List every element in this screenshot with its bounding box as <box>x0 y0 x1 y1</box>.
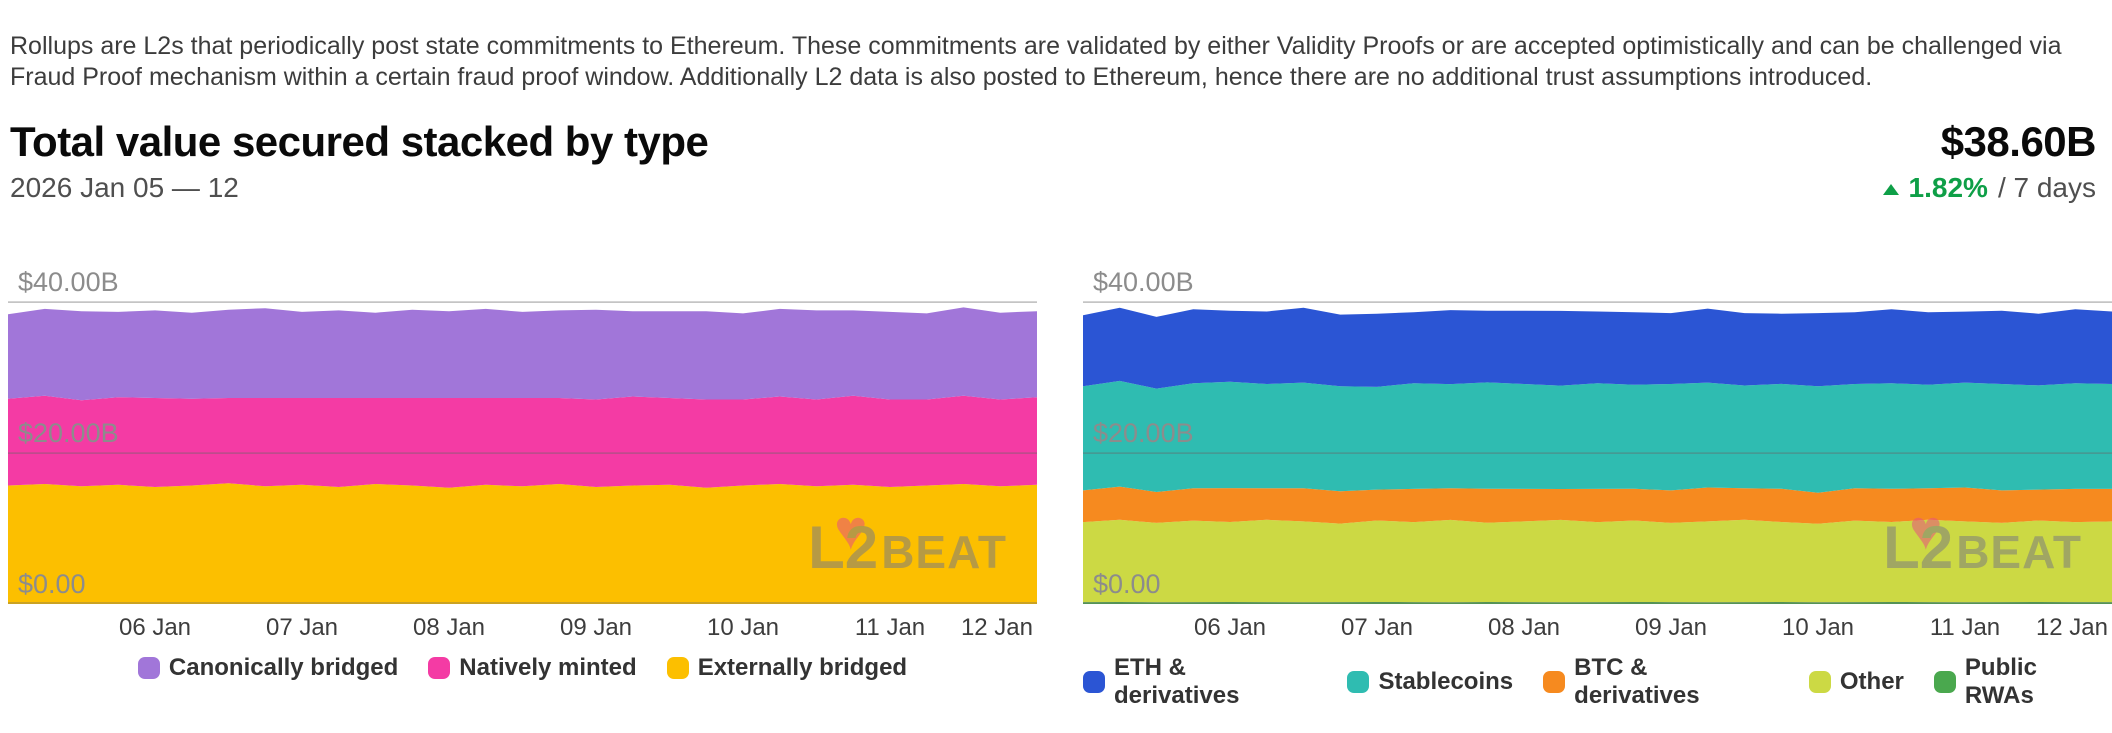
legend-item: Stablecoins <box>1347 668 1513 696</box>
x-axis-label: 10 Jan <box>1781 614 1855 641</box>
change-indicator: 1.82% / 7 days <box>1882 172 2096 204</box>
legend-label: Other <box>1839 668 1904 695</box>
trend-up-icon <box>1882 183 1899 195</box>
page-title: Total value secured stacked by type <box>10 118 709 165</box>
legend-swatch <box>1808 671 1831 693</box>
x-axis-label: 07 Jan <box>1340 614 1414 641</box>
date-range: 2026 Jan 05 — 12 <box>10 172 239 203</box>
legend-item: Externally bridged <box>666 654 908 682</box>
legend-label: Natively minted <box>459 654 637 681</box>
change-period: / 7 days <box>1997 172 2096 203</box>
x-axis: 06 Jan 07 Jan 08 Jan 09 Jan 10 Jan 11 Jan 12 J… <box>1083 610 2112 646</box>
legend-label: Canonically bridged <box>168 654 399 681</box>
legend-swatch <box>1347 671 1370 693</box>
chart-plot-area[interactable]: $0.00 $20.00B $40.00B L2 ♥ BEAT <box>8 267 1037 604</box>
legend-item: Canonically bridged <box>137 654 399 682</box>
legend-swatch <box>428 657 451 679</box>
x-axis-label: 08 Jan <box>412 614 486 641</box>
total-value: $38.60B <box>1940 118 2097 165</box>
legend-label: Stablecoins <box>1378 668 1514 695</box>
legend-item: Natively minted <box>428 654 637 682</box>
legend-swatch <box>1543 671 1566 693</box>
x-axis-label: 12 Jan <box>2035 614 2108 641</box>
chart-header-row: Total value secured stacked by type $38.… <box>0 118 2112 166</box>
chart-subheader-row: 2026 Jan 05 — 12 1.82% / 7 days <box>0 172 2112 204</box>
x-axis: 06 Jan 07 Jan 08 Jan 09 Jan 10 Jan 11 Jan 12 J… <box>8 610 1037 646</box>
x-axis-label: 06 Jan <box>1193 614 1267 641</box>
change-percent: 1.82% <box>1908 172 1988 203</box>
x-axis-label: 08 Jan <box>1487 614 1561 641</box>
legend-label: Externally bridged <box>697 654 908 681</box>
legend-swatch <box>137 657 160 679</box>
legend-label: BTC & derivatives <box>1574 654 1700 709</box>
chart-plot-area[interactable]: $0.00 $20.00B $40.00B L2 ♥ BEAT <box>1083 267 2112 604</box>
rollups-description: Rollups are L2s that periodically post s… <box>10 32 2062 91</box>
legend-swatch <box>1933 671 1956 693</box>
x-axis-label: 11 Jan <box>1929 614 2001 641</box>
stacked-area-chart[interactable] <box>1083 284 2112 604</box>
legend-swatch <box>1083 671 1105 693</box>
legend-item: BTC & derivatives <box>1543 654 1779 710</box>
x-axis-label: 06 Jan <box>118 614 192 641</box>
x-axis-label: 11 Jan <box>854 614 926 641</box>
x-axis-label: 09 Jan <box>559 614 633 641</box>
x-axis-label: 12 Jan <box>960 614 1033 641</box>
legend-label: ETH & derivatives <box>1114 654 1240 709</box>
legend-item: Public RWAs <box>1933 654 2112 710</box>
legend-label: Public RWAs <box>1964 654 2037 709</box>
chart-legend: ETH & derivatives Stablecoins BTC & deriva… <box>1083 654 2112 710</box>
chart-legend: Canonically bridged Natively minted Extern… <box>8 654 1037 682</box>
stacked-area-chart[interactable] <box>8 284 1037 604</box>
legend-item: Other <box>1808 668 1904 696</box>
x-axis-label: 07 Jan <box>265 614 339 641</box>
legend-swatch <box>666 657 689 679</box>
charts-row: $0.00 $20.00B $40.00B L2 ♥ BEAT 06 Jan 07 J… <box>0 267 2112 710</box>
legend-item: ETH & derivatives <box>1083 654 1317 710</box>
x-axis-label: 10 Jan <box>706 614 780 641</box>
chart-value-by-bridge-type: $0.00 $20.00B $40.00B L2 ♥ BEAT 06 Jan 07 J… <box>8 267 1037 710</box>
x-axis-label: 09 Jan <box>1634 614 1708 641</box>
chart-value-by-asset-type: $0.00 $20.00B $40.00B L2 ♥ BEAT 06 Jan 07 J… <box>1083 267 2112 710</box>
